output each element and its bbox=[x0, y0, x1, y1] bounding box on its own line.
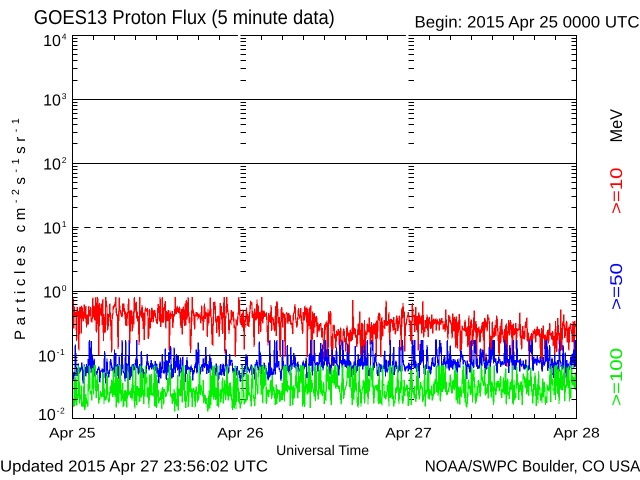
svg-text:10: 10 bbox=[43, 156, 61, 173]
svg-text:Updated 2015 Apr 27 23:56:02 U: Updated 2015 Apr 27 23:56:02 UTC bbox=[0, 459, 268, 476]
svg-text:Apr 27: Apr 27 bbox=[385, 425, 432, 441]
svg-text:10: 10 bbox=[38, 407, 56, 424]
svg-text:Apr 26: Apr 26 bbox=[217, 425, 264, 441]
svg-text:1: 1 bbox=[62, 219, 67, 229]
svg-text:NOAA/SWPC Boulder, CO USA: NOAA/SWPC Boulder, CO USA bbox=[425, 459, 640, 476]
svg-text:10: 10 bbox=[43, 220, 61, 237]
svg-text:>=10: >=10 bbox=[607, 168, 626, 215]
svg-text:>=50: >=50 bbox=[607, 263, 626, 310]
svg-text:Universal Time: Universal Time bbox=[276, 442, 369, 458]
svg-text:10: 10 bbox=[43, 284, 61, 301]
svg-text:10: 10 bbox=[43, 33, 61, 50]
svg-text:Begin: 2015 Apr 25 0000 UTC: Begin: 2015 Apr 25 0000 UTC bbox=[415, 14, 640, 32]
svg-text:10: 10 bbox=[43, 92, 61, 109]
svg-text:-2: -2 bbox=[57, 405, 66, 415]
svg-text:Particles cm-2s-1sr-1: Particles cm-2s-1sr-1 bbox=[10, 114, 29, 340]
svg-text:Apr 25: Apr 25 bbox=[49, 425, 96, 441]
svg-text:Apr 28: Apr 28 bbox=[553, 425, 600, 441]
svg-text:>=100: >=100 bbox=[607, 348, 626, 406]
svg-text:4: 4 bbox=[62, 31, 67, 41]
svg-text:0: 0 bbox=[62, 283, 67, 293]
svg-text:3: 3 bbox=[62, 91, 67, 101]
svg-text:10: 10 bbox=[38, 348, 56, 365]
svg-text:MeV: MeV bbox=[607, 108, 626, 142]
svg-text:2: 2 bbox=[62, 155, 67, 165]
svg-text:-1: -1 bbox=[57, 347, 66, 357]
svg-text:GOES13 Proton Flux (5 minute d: GOES13 Proton Flux (5 minute data) bbox=[34, 7, 335, 29]
